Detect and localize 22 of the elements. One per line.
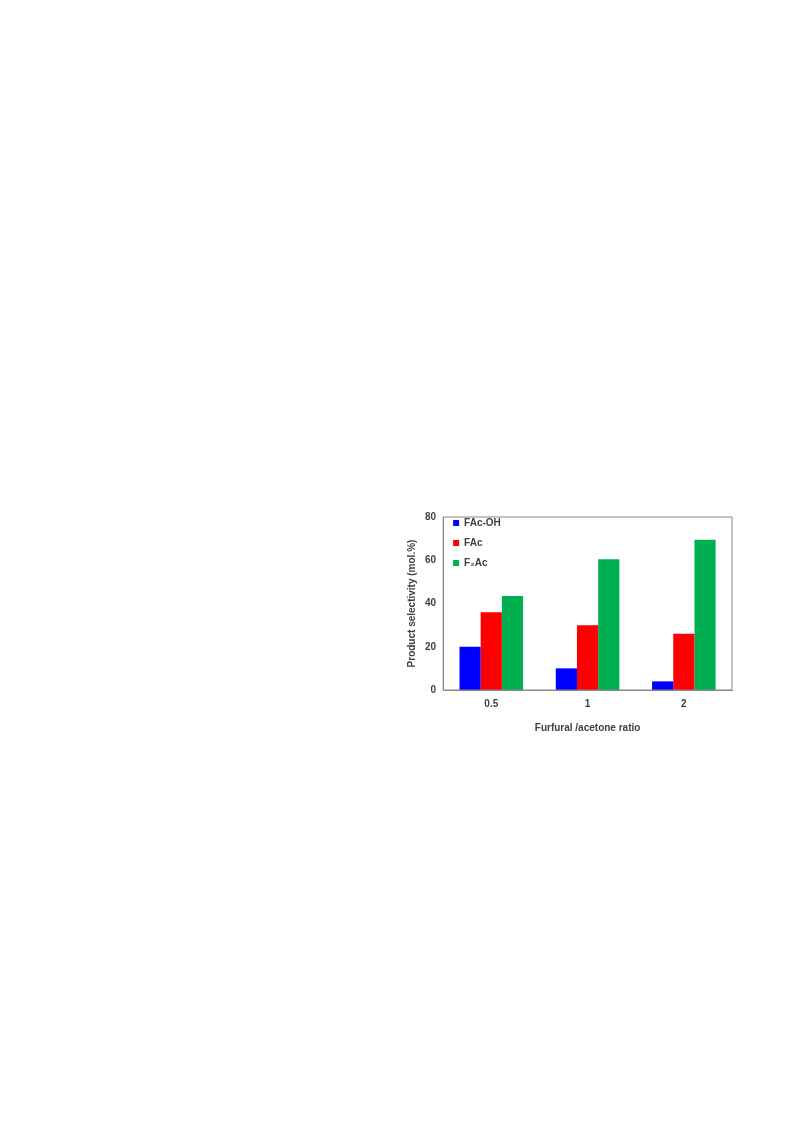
- y-tick-label: 0: [430, 683, 437, 695]
- x-tick-label: 0.5: [484, 697, 499, 709]
- bar: [576, 625, 599, 690]
- y-axis-title: Product selectivity (mol.%): [405, 539, 417, 668]
- legend-label: FAc-OH: [464, 516, 501, 528]
- bar: [598, 559, 620, 690]
- bar: [694, 539, 716, 690]
- x-tick-label: 2: [681, 697, 688, 709]
- bar: [555, 668, 577, 690]
- y-tick-label: 20: [425, 640, 437, 652]
- bar: [480, 612, 502, 690]
- legend-label: FAc: [464, 536, 483, 548]
- bar: [673, 633, 695, 690]
- y-tick-label: 60: [425, 554, 437, 565]
- bar: [459, 646, 481, 690]
- legend-label: F₂Ac: [464, 556, 488, 568]
- bar: [501, 595, 524, 690]
- x-tick-label: 1: [584, 697, 591, 709]
- y-tick-label: 40: [425, 597, 437, 609]
- x-axis-title: Furfural /acetone ratio: [534, 721, 641, 733]
- bar: [652, 681, 674, 690]
- y-tick-label: 80: [425, 510, 437, 522]
